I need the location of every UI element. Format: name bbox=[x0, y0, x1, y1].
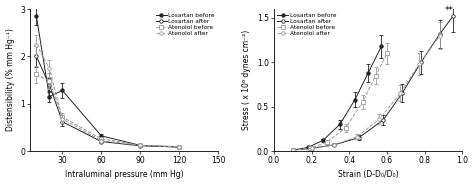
Losartan after bbox=[46, 84, 52, 86]
Atenolol after bbox=[290, 149, 296, 151]
Legend: Losartan before, Losartan after, Atenolol before, Atenolol after: Losartan before, Losartan after, Atenolo… bbox=[155, 12, 216, 37]
X-axis label: Intraluminal pressure (mm Hg): Intraluminal pressure (mm Hg) bbox=[65, 170, 183, 179]
Losartan after bbox=[137, 145, 143, 147]
Losartan after bbox=[356, 137, 362, 139]
Atenolol before bbox=[176, 146, 182, 148]
Atenolol before bbox=[324, 141, 329, 143]
X-axis label: Strain (D-D₀/D₀): Strain (D-D₀/D₀) bbox=[338, 170, 399, 179]
Losartan after bbox=[418, 61, 424, 63]
Atenolol before bbox=[360, 101, 365, 103]
Losartan before bbox=[46, 95, 52, 98]
Atenolol after bbox=[176, 146, 182, 148]
Legend: Losartan before, Losartan after, Atenolol before, Atenolol after: Losartan before, Losartan after, Atenolo… bbox=[277, 12, 337, 37]
Losartan before bbox=[379, 45, 384, 47]
Atenolol before bbox=[46, 80, 52, 82]
Losartan before bbox=[99, 135, 104, 137]
Losartan before bbox=[337, 123, 343, 125]
Line: Atenolol before: Atenolol before bbox=[291, 52, 389, 152]
Atenolol after bbox=[137, 144, 143, 147]
Losartan before bbox=[137, 144, 143, 147]
Atenolol before bbox=[373, 75, 379, 77]
Atenolol after bbox=[437, 35, 443, 37]
Losartan before bbox=[34, 15, 39, 17]
Losartan after bbox=[437, 33, 443, 35]
Losartan after bbox=[290, 149, 296, 151]
Atenolol before bbox=[137, 144, 143, 147]
Losartan before bbox=[320, 139, 326, 142]
Atenolol after bbox=[99, 139, 104, 142]
Atenolol after bbox=[397, 92, 403, 95]
Losartan after bbox=[309, 147, 314, 149]
Atenolol after bbox=[416, 63, 422, 65]
Losartan before bbox=[365, 72, 371, 74]
Losartan after bbox=[176, 146, 182, 148]
Atenolol after bbox=[60, 118, 65, 120]
Atenolol before bbox=[34, 73, 39, 75]
Losartan after bbox=[331, 144, 337, 146]
Line: Losartan after: Losartan after bbox=[291, 14, 455, 152]
Atenolol before bbox=[290, 149, 296, 151]
Losartan after bbox=[60, 121, 65, 123]
Losartan after bbox=[450, 15, 456, 17]
Losartan before bbox=[305, 146, 310, 149]
Losartan before bbox=[352, 98, 358, 101]
Losartan before bbox=[60, 89, 65, 92]
Line: Atenolol after: Atenolol after bbox=[35, 43, 181, 149]
Y-axis label: Distensibility (% mm Hg⁻¹): Distensibility (% mm Hg⁻¹) bbox=[6, 29, 15, 132]
Atenolol after bbox=[331, 144, 337, 146]
Losartan after bbox=[34, 55, 39, 58]
Losartan after bbox=[381, 119, 386, 121]
Atenolol after bbox=[377, 118, 383, 120]
Text: **: ** bbox=[445, 6, 454, 15]
Losartan before bbox=[290, 149, 296, 151]
Atenolol before bbox=[60, 116, 65, 118]
Line: Atenolol before: Atenolol before bbox=[35, 73, 181, 149]
Atenolol before bbox=[99, 138, 104, 140]
Atenolol before bbox=[307, 147, 312, 149]
Line: Losartan before: Losartan before bbox=[291, 45, 383, 152]
Line: Atenolol after: Atenolol after bbox=[291, 34, 442, 152]
Atenolol after bbox=[46, 67, 52, 69]
Atenolol after bbox=[354, 136, 360, 138]
Losartan after bbox=[99, 140, 104, 143]
Atenolol after bbox=[34, 43, 39, 46]
Atenolol before bbox=[384, 52, 390, 55]
Losartan before bbox=[176, 146, 182, 148]
Atenolol before bbox=[343, 127, 348, 129]
Y-axis label: Stress ( x 10⁶ dynes cm⁻²): Stress ( x 10⁶ dynes cm⁻²) bbox=[242, 30, 251, 130]
Atenolol after bbox=[309, 147, 314, 149]
Line: Losartan after: Losartan after bbox=[35, 55, 181, 149]
Losartan after bbox=[399, 92, 405, 95]
Line: Losartan before: Losartan before bbox=[35, 14, 181, 149]
